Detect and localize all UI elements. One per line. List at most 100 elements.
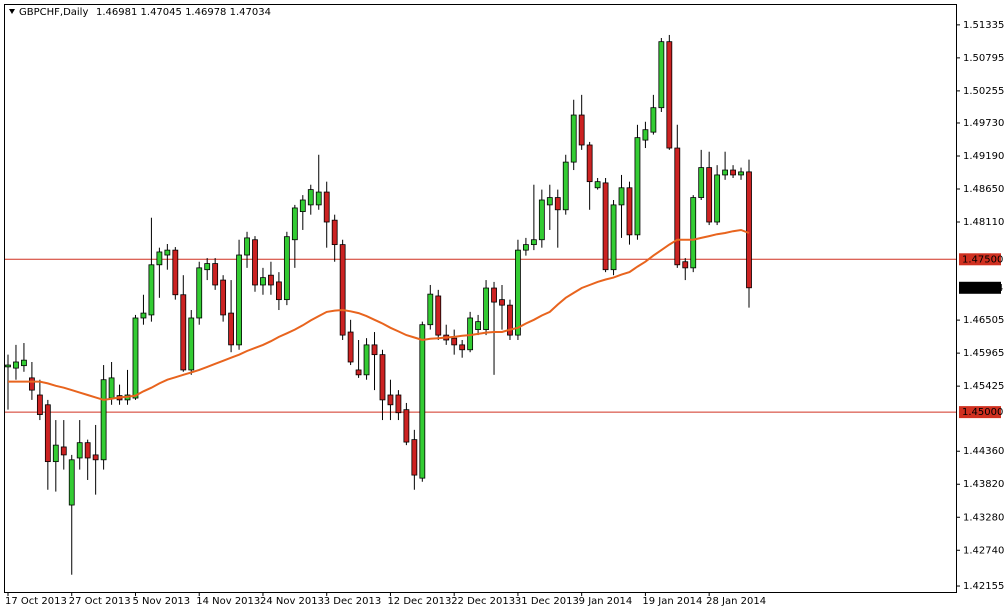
candle-body	[690, 197, 697, 269]
y-tick-label: 1.48110	[963, 217, 1004, 228]
candle-body	[419, 324, 426, 479]
candle-body	[220, 279, 227, 316]
candle-body	[276, 281, 282, 301]
candle-body	[387, 394, 394, 406]
y-tick-label: 1.48650	[963, 184, 1004, 195]
level-label-box	[959, 406, 1001, 419]
candle-body	[188, 317, 195, 371]
y-tick-label: 1.45965	[963, 348, 1004, 359]
menu-arrow	[9, 9, 15, 14]
candle-body	[100, 379, 107, 461]
candle-body	[84, 442, 91, 459]
candle-body	[339, 244, 346, 336]
y-tick-label: 1.46505	[963, 315, 1004, 326]
candle-body	[212, 263, 219, 286]
candle-body	[363, 344, 370, 376]
candle-body	[730, 169, 736, 176]
candle-body	[268, 274, 274, 286]
candle-body	[515, 249, 521, 336]
candle-body	[722, 169, 728, 176]
candle-body	[738, 171, 744, 176]
candle-body	[132, 317, 139, 399]
candle-body	[52, 444, 59, 463]
candle-body	[13, 361, 19, 369]
y-tick-label: 1.45425	[963, 381, 1004, 392]
candle-body	[196, 267, 203, 319]
y-tick-label: 1.42155	[963, 581, 1004, 592]
candle-body	[260, 277, 266, 286]
candle-body	[594, 181, 601, 189]
candle-body	[291, 207, 298, 241]
candle-body	[140, 312, 147, 319]
candle-body	[523, 244, 529, 251]
candle-body	[331, 219, 338, 246]
candle-body	[21, 359, 27, 367]
last-price-box	[959, 281, 1001, 294]
y-tick-label: 1.50795	[963, 53, 1004, 64]
candle-body	[499, 299, 505, 306]
candle-body	[403, 409, 410, 443]
candle-body	[666, 41, 673, 149]
candle-body	[411, 439, 418, 476]
candle-body	[634, 137, 641, 236]
candle-body	[379, 354, 386, 401]
candle-body	[323, 191, 330, 223]
candle-body	[283, 236, 290, 301]
candle-body	[347, 331, 354, 363]
candle-body	[546, 197, 553, 206]
candle-body	[395, 394, 402, 414]
candle-body	[554, 197, 561, 211]
candle-body	[68, 459, 75, 506]
candle-body	[610, 204, 617, 271]
candle-body	[714, 174, 721, 223]
ohlc-text: 1.46981 1.47045 1.46978 1.47034	[96, 7, 271, 18]
candle-body	[204, 263, 211, 271]
x-tick-label: 12 Dec 2013	[387, 596, 451, 607]
x-tick-label: 5 Nov 2013	[132, 596, 190, 607]
candle-body	[746, 171, 752, 289]
candle-body	[698, 167, 705, 198]
candle-body	[642, 129, 649, 141]
candle-body	[244, 237, 250, 256]
candle-body	[164, 249, 171, 256]
x-tick-label: 22 Dec 2013	[451, 596, 515, 607]
y-tick-label: 1.49190	[963, 151, 1004, 162]
level-label: 1.47500	[962, 254, 1003, 265]
chart-title: GBPCHF,Daily	[19, 7, 88, 18]
candle-body	[315, 191, 322, 206]
y-tick-label: 1.42740	[963, 545, 1004, 556]
candle-body	[148, 264, 155, 316]
candle-body	[29, 377, 35, 391]
candle-body	[562, 161, 569, 211]
x-tick-label: 9 Jan 2014	[579, 596, 633, 607]
x-tick-label: 28 Jan 2014	[706, 596, 766, 607]
candle-body	[371, 344, 378, 356]
candle-body	[578, 114, 585, 146]
candle-body	[307, 189, 314, 206]
candle-body	[299, 199, 306, 213]
y-tick-label: 1.44360	[963, 446, 1004, 457]
candle-body	[570, 114, 577, 163]
candle-body	[451, 337, 458, 346]
candle-body	[236, 254, 242, 346]
moving-average	[8, 228, 750, 401]
x-tick-label: 24 Nov 2013	[260, 596, 324, 607]
last-price-label: 1.47034	[962, 283, 1003, 294]
level-label-box	[959, 253, 1001, 266]
candle-body	[459, 344, 466, 351]
x-tick-label: 31 Dec 2013	[515, 596, 579, 607]
candle-body	[355, 369, 362, 376]
candle-body	[475, 321, 481, 330]
candle-body	[483, 287, 489, 330]
candle-body	[36, 394, 43, 415]
candle-body	[76, 442, 83, 459]
candle-body	[60, 446, 67, 456]
y-tick-label: 1.43280	[963, 512, 1004, 523]
candle-body	[156, 251, 163, 266]
x-tick-label: 27 Oct 2013	[69, 596, 131, 607]
y-tick-label: 1.43820	[963, 479, 1004, 490]
y-tick-label: 1.51335	[963, 20, 1004, 31]
candle-body	[5, 364, 11, 368]
candle-body	[44, 404, 51, 463]
